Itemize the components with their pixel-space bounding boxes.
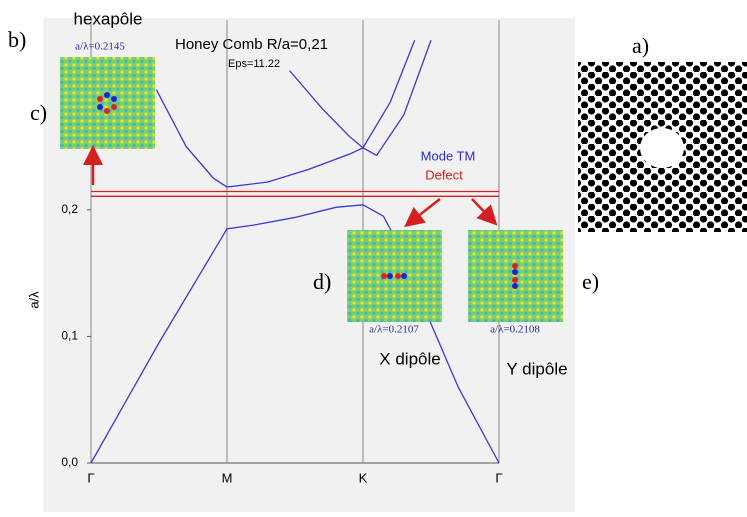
inset-caption: a/λ=0.2108 (490, 324, 540, 336)
chart-subtitle: Eps=11.22 (228, 58, 280, 70)
field-spot (97, 96, 103, 102)
panel-label: a) (632, 33, 649, 58)
field-spot (111, 96, 117, 102)
y-tick-label: 0,2 (61, 202, 78, 216)
field-spot (381, 273, 387, 279)
mode-name: Y dipôle (506, 359, 567, 378)
field-spot (512, 269, 518, 275)
legend-label: Mode TM (421, 148, 476, 163)
field-spot (111, 104, 117, 110)
x-tick-label: M (222, 470, 233, 485)
inset-caption: a/λ=0.2107 (369, 324, 419, 336)
field-spot (512, 283, 518, 289)
panel-label: e) (582, 269, 599, 294)
x-tick-label: K (359, 470, 368, 485)
x-tick-label: Γ (87, 470, 94, 485)
arrow (404, 198, 441, 228)
mode-name: X dipôle (379, 349, 440, 368)
field-spot (387, 273, 393, 279)
field-spot (401, 273, 407, 279)
field-spot (395, 273, 401, 279)
mode-name: hexapôle (73, 9, 142, 28)
series-line (91, 190, 499, 197)
photonic-crystal (578, 62, 747, 232)
field-map (468, 230, 563, 322)
field-spot (104, 92, 110, 98)
y-tick-label: 0,1 (61, 329, 78, 343)
series-line (90, 40, 500, 464)
field-map (60, 57, 155, 149)
insets: a/λ=0.2145 hexapôle c) a/λ=0.2107 X dipôle d)… (30, 9, 599, 378)
field-spot (104, 108, 110, 114)
panel-label: b) (8, 27, 26, 52)
x-tick-label: Γ (495, 470, 502, 485)
y-axis-label: a/λ (26, 291, 41, 309)
inset-caption: a/λ=0.2145 (75, 41, 125, 53)
field-spot (512, 277, 518, 283)
field-spot (512, 263, 518, 269)
panel-label: d) (313, 269, 331, 294)
field-spot (97, 104, 103, 110)
field-map (347, 230, 442, 322)
legend-label: Defect (425, 167, 463, 182)
panel-label: c) (30, 100, 47, 125)
arrow (471, 198, 498, 226)
chart-title: Honey Comb R/a=0,21 (175, 36, 328, 53)
y-tick-label: 0,0 (61, 455, 78, 469)
